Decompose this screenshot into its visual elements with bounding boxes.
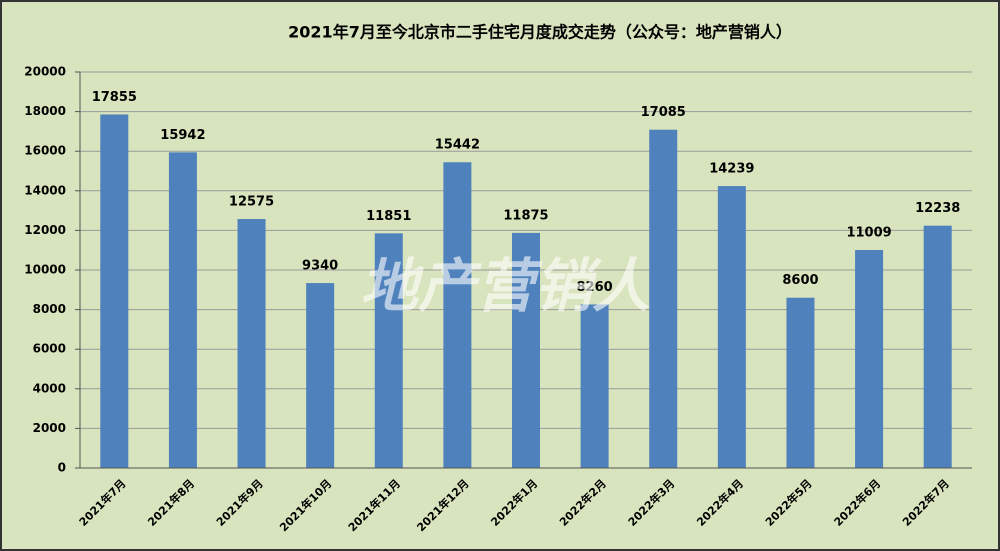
bar <box>168 152 197 469</box>
data-label: 17855 <box>92 90 137 105</box>
chart-title: 2021年7月至今北京市二手住宅月度成交走势（公众号：地产营销人） <box>288 23 792 42</box>
y-tick-label: 18000 <box>24 104 66 118</box>
data-label: 8260 <box>577 280 613 295</box>
bar <box>512 232 540 468</box>
y-tick-label: 10000 <box>24 263 66 277</box>
bar <box>374 233 403 468</box>
data-label: 9340 <box>302 259 338 274</box>
data-label: 17085 <box>641 105 686 120</box>
data-label: 11875 <box>503 208 548 223</box>
y-tick-label: 2000 <box>33 421 66 435</box>
bar <box>580 304 609 468</box>
bar <box>923 225 952 468</box>
data-label: 11009 <box>846 226 891 241</box>
data-label: 11851 <box>366 209 411 224</box>
y-tick-label: 6000 <box>33 342 66 356</box>
bar <box>786 297 815 468</box>
data-label: 12575 <box>229 195 274 210</box>
bar <box>100 114 129 468</box>
data-label: 15942 <box>160 128 205 143</box>
bar <box>855 250 884 468</box>
y-tick-label: 14000 <box>24 183 66 197</box>
bar <box>443 162 472 468</box>
y-tick-label: 4000 <box>33 381 66 395</box>
y-tick-label: 20000 <box>24 65 66 79</box>
bar <box>717 186 746 468</box>
watermark: 地产营销人 <box>360 252 650 320</box>
y-tick-label: 12000 <box>24 223 66 237</box>
bar <box>649 129 678 469</box>
data-label: 14239 <box>709 162 754 177</box>
data-label: 15442 <box>435 138 480 153</box>
data-label: 8600 <box>782 273 818 288</box>
data-label: 12238 <box>915 201 960 216</box>
bar <box>237 219 266 468</box>
bar <box>306 283 335 468</box>
y-tick-label: 16000 <box>24 144 66 158</box>
y-tick-label: 8000 <box>33 302 66 316</box>
y-tick-label: 0 <box>58 461 66 475</box>
